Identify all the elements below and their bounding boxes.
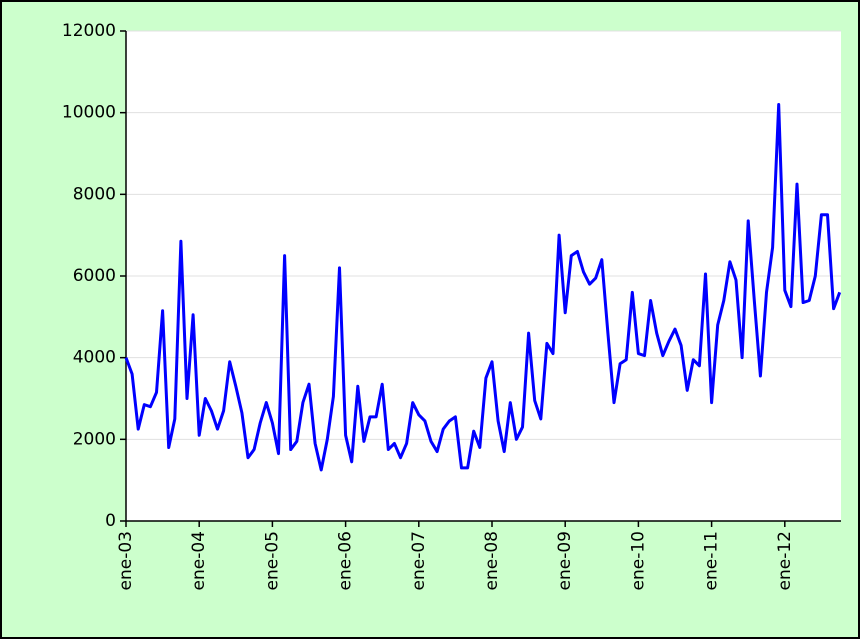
x-tick-label: ene-07 — [409, 531, 429, 590]
x-tick-label: ene-12 — [775, 531, 795, 590]
y-tick-label: 8000 — [73, 184, 116, 204]
x-tick-label: ene-09 — [555, 531, 575, 590]
x-tick-label: ene-04 — [189, 531, 209, 590]
y-tick-label: 12000 — [62, 21, 116, 41]
y-tick-label: 0 — [105, 511, 116, 531]
x-tick-label: ene-11 — [702, 531, 722, 590]
x-tick-label: ene-05 — [262, 531, 282, 590]
x-tick-label: ene-06 — [336, 531, 356, 590]
y-tick-label: 6000 — [73, 266, 116, 286]
x-tick-label: ene-08 — [482, 531, 502, 590]
y-tick-label: 4000 — [73, 348, 116, 368]
data-line — [124, 103, 842, 472]
y-tick-label: 2000 — [73, 429, 116, 449]
x-tick-label: ene-03 — [116, 531, 136, 590]
y-tick-label: 10000 — [62, 103, 116, 123]
x-tick-label: ene-10 — [628, 531, 648, 590]
